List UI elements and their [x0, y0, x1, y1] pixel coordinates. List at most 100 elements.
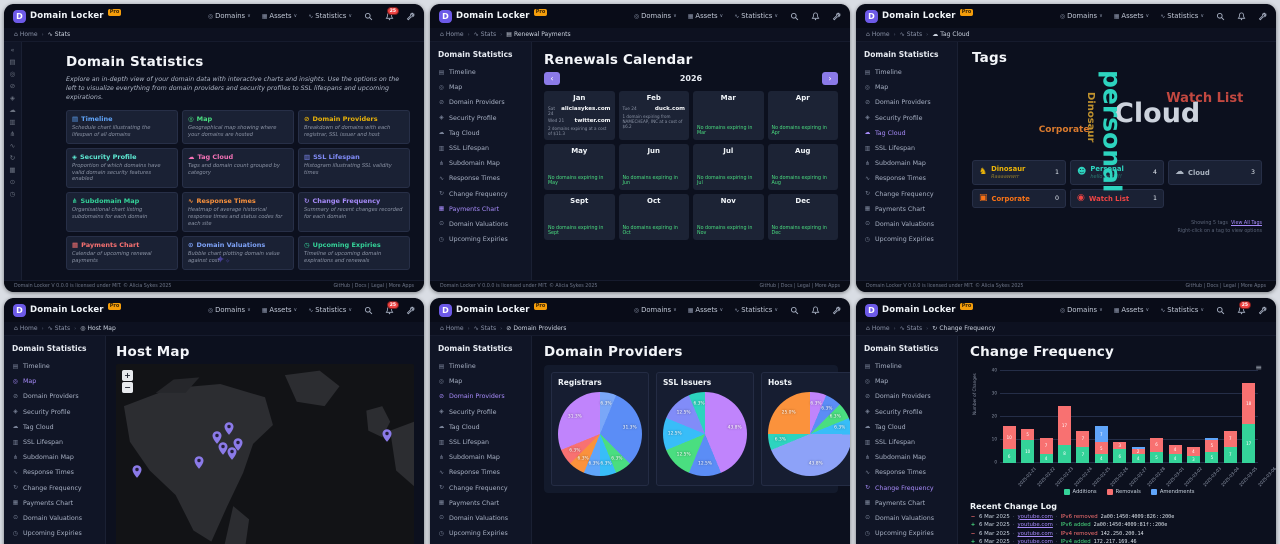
sidebar-item-domain-providers[interactable]: ⊘ Domain Providers [439, 99, 505, 107]
payments-chart-icon[interactable]: ▦ [9, 166, 16, 174]
bar-segment-removals[interactable]: 2 [1131, 449, 1145, 454]
timeline-icon[interactable]: ▤ [9, 58, 16, 66]
breadcrumb-renewal-payments[interactable]: ▤ Renewal Payments [506, 31, 571, 38]
sidebar-item-response-times[interactable]: ∿ Response Times [13, 469, 74, 477]
tools-wrench-icon[interactable] [1257, 11, 1267, 21]
footer-links[interactable]: GitHub | Docs | Legal | More Apps [1185, 284, 1266, 289]
sidebar-item-upcoming-expiries[interactable]: ◷ Upcoming Expiries [864, 530, 934, 538]
bar-segment-removals[interactable]: 7 [1076, 430, 1090, 447]
sidebar-item-timeline[interactable]: ▤ Timeline [864, 363, 902, 371]
subdomain-map-icon[interactable]: ⋔ [9, 130, 16, 138]
search-icon[interactable] [789, 11, 799, 21]
sidebar-item-tag-cloud[interactable]: ☁ Tag Cloud [864, 129, 906, 137]
pie-chart[interactable]: 43.8% 12.5% 12.5% 12.5% 12.5% 6.3% [663, 392, 747, 476]
nav-assets[interactable]: ▦ Assets ∨ [261, 306, 298, 314]
sidebar-item-payments-chart[interactable]: ▦ Payments Chart [12, 499, 74, 507]
cloud-word-personal[interactable]: personal [1097, 69, 1127, 193]
app-logo[interactable]: D Domain Locker Pro [439, 302, 548, 317]
breadcrumb-stats[interactable]: ∿ Stats [899, 325, 923, 332]
search-icon[interactable] [1215, 11, 1225, 21]
log-domain-link[interactable]: youtube.com [1017, 539, 1053, 544]
collapse-sidebar-icon[interactable]: « [10, 46, 15, 54]
sidebar-item-ssl-lifespan[interactable]: ▥ SSL Lifespan [864, 145, 915, 153]
zoom-out-button[interactable]: − [122, 382, 133, 393]
next-year-button[interactable]: › [822, 72, 838, 85]
breadcrumb-stats[interactable]: ∿ Stats [47, 325, 71, 332]
search-icon[interactable] [789, 305, 799, 315]
breadcrumb-stats[interactable]: ∿ Stats [899, 31, 923, 38]
nav-domains[interactable]: ◎ Domains ∨ [207, 306, 251, 314]
map-pin-icon[interactable] [194, 454, 204, 473]
sidebar-item-upcoming-expiries[interactable]: ◷ Upcoming Expiries [12, 530, 82, 538]
stat-card-map[interactable]: ◎ Map Geographical map showing where your … [182, 110, 294, 144]
app-logo[interactable]: D Domain Locker Pro [865, 302, 974, 317]
upcoming-expiries-icon[interactable]: ◷ [9, 190, 16, 198]
sidebar-item-map[interactable]: ◎ Map [438, 378, 463, 386]
sidebar-item-domain-valuations[interactable]: ⊙ Domain Valuations [13, 514, 83, 522]
nav-domains[interactable]: ◎ Domains ∨ [1059, 306, 1103, 314]
sidebar-item-domain-providers[interactable]: ⊘ Domain Providers [865, 393, 931, 401]
map-pin-icon[interactable] [212, 429, 222, 448]
log-domain-link[interactable]: youtube.com [1017, 522, 1053, 529]
month-card-sept[interactable]: Sept No domains expiring in Sept [544, 193, 615, 240]
month-card-oct[interactable]: Oct No domains expiring in Oct [618, 193, 689, 240]
renewal-event[interactable]: Wed 21 twitter.com [548, 118, 611, 124]
breadcrumb-home[interactable]: ⌂ Home [14, 325, 38, 332]
notifications-bell-icon[interactable]: 25 [1236, 301, 1251, 315]
bar-segment-amendments[interactable] [1131, 446, 1145, 450]
breadcrumb-stats[interactable]: ∿ Stats [473, 31, 497, 38]
sidebar-item-payments-chart[interactable]: ▦ Payments Chart [864, 499, 926, 507]
breadcrumb-home[interactable]: ⌂ Home [14, 31, 38, 38]
sidebar-item-timeline[interactable]: ▤ Timeline [12, 363, 50, 371]
bar-segment-removals[interactable]: 7 [1039, 437, 1053, 454]
bar-segment-additions[interactable]: 4 [1094, 453, 1108, 463]
nav-statistics[interactable]: ∿ Statistics ∨ [1160, 12, 1204, 20]
tag-card-personal[interactable]: ☻ Personal hello world!! 4 [1070, 160, 1164, 185]
sidebar-item-response-times[interactable]: ∿ Response Times [865, 469, 926, 477]
bar-segment-amendments[interactable] [1205, 437, 1219, 440]
app-logo[interactable]: D Domain Locker Pro [13, 8, 122, 23]
pie-chart[interactable]: 6.3% 31.3% 6.3% 6.3% 6.3% 6.3% 6.3% 31.3% [558, 392, 642, 476]
bar-segment-removals[interactable]: 5 [1094, 442, 1108, 454]
nav-statistics[interactable]: ∿ Statistics ∨ [308, 12, 352, 20]
stat-card-ssl-lifespan[interactable]: ▥ SSL Lifespan Histogram illustrating SSL … [298, 147, 410, 189]
sidebar-item-ssl-lifespan[interactable]: ▥ SSL Lifespan [12, 439, 63, 447]
month-card-jul[interactable]: Jul No domains expiring in Jul [693, 143, 764, 190]
nav-statistics[interactable]: ∿ Statistics ∨ [308, 306, 352, 314]
month-card-mar[interactable]: Mar No domains expiring in Mar [693, 91, 764, 140]
sidebar-item-domain-valuations[interactable]: ⊙ Domain Valuations [439, 514, 509, 522]
bar-segment-additions[interactable]: 4 [1039, 453, 1053, 463]
nav-assets[interactable]: ▦ Assets ∨ [1113, 306, 1150, 314]
sidebar-item-response-times[interactable]: ∿ Response Times [439, 469, 500, 477]
bar-segment-removals[interactable]: 7 [1223, 430, 1237, 447]
month-card-apr[interactable]: Apr No domains expiring in Apr [767, 91, 838, 140]
sidebar-item-map[interactable]: ◎ Map [12, 378, 37, 386]
breadcrumb-home[interactable]: ⌂ Home [440, 31, 464, 38]
bar-segment-additions[interactable]: 17 [1242, 423, 1256, 463]
month-card-jun[interactable]: Jun No domains expiring in Jun [618, 143, 689, 190]
stat-card-domain-valuations[interactable]: ⊙ Domain Valuations Bubble chart plotting … [182, 236, 294, 270]
pie-chart[interactable]: 6.3% 6.3% 6.3% 6.3% 43.8% 6.3% 25.0% [768, 392, 850, 476]
stat-card-domain-providers[interactable]: ⊘ Domain Providers Breakdown of domains wi… [298, 110, 410, 144]
bar-segment-additions[interactable]: 5 [1205, 451, 1219, 463]
domain-valuations-icon[interactable]: ⊙ [9, 178, 16, 186]
nav-domains[interactable]: ◎ Domains ∨ [633, 12, 677, 20]
breadcrumb-change-frequency[interactable]: ↻ Change Frequency [932, 325, 996, 332]
map-icon[interactable]: ◎ [9, 70, 16, 78]
sidebar-item-ssl-lifespan[interactable]: ▥ SSL Lifespan [438, 439, 489, 447]
sidebar-item-security-profile[interactable]: ◈ Security Profile [13, 408, 71, 416]
sidebar-item-domain-providers[interactable]: ⊘ Domain Providers [439, 393, 505, 401]
legend-additions[interactable]: Additions [1063, 489, 1097, 495]
search-icon[interactable] [1215, 305, 1225, 315]
tools-wrench-icon[interactable] [1257, 305, 1267, 315]
tag-card-watch-list[interactable]: ◉ Watch List 1 [1070, 189, 1164, 208]
breadcrumb-stats[interactable]: ∿ Stats [473, 325, 497, 332]
tag-card-cloud[interactable]: ☁ Cloud 3 [1168, 160, 1262, 185]
bar-segment-removals[interactable]: 5 [1205, 440, 1219, 452]
cloud-word-watch-list[interactable]: Watch List [1166, 91, 1244, 107]
notifications-bell-icon[interactable] [810, 11, 820, 21]
prev-year-button[interactable]: ‹ [544, 72, 560, 85]
cloud-word-cloud[interactable]: Cloud [1114, 97, 1201, 129]
tools-wrench-icon[interactable] [831, 305, 841, 315]
sidebar-item-timeline[interactable]: ▤ Timeline [438, 363, 476, 371]
